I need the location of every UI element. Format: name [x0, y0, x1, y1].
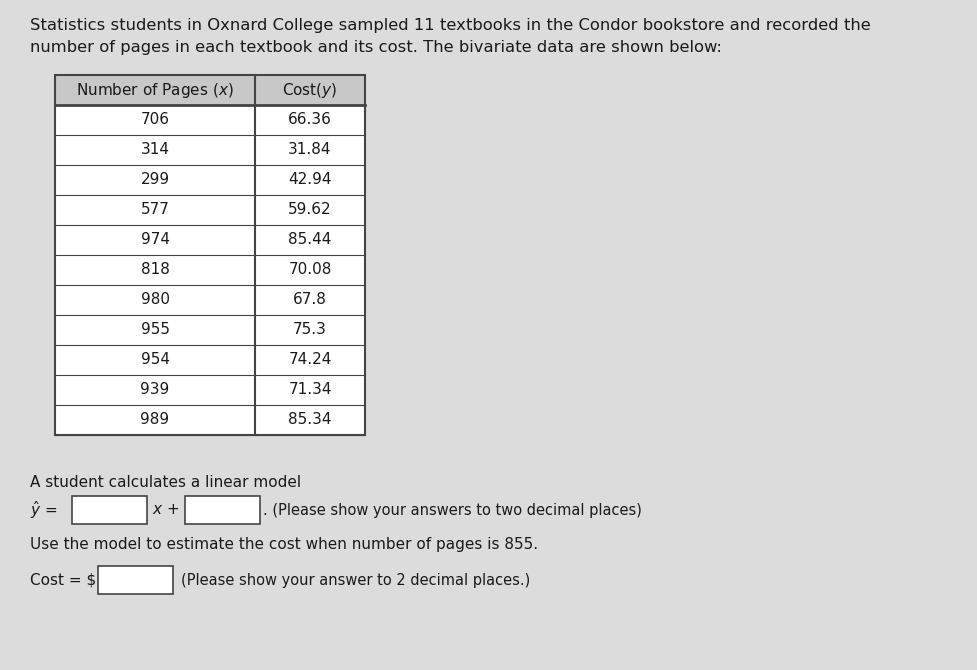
Text: 75.3: 75.3: [293, 322, 326, 338]
Text: A student calculates a linear model: A student calculates a linear model: [30, 475, 301, 490]
Text: 299: 299: [141, 172, 169, 188]
Text: 85.44: 85.44: [288, 232, 331, 247]
Bar: [55, 165, 364, 195]
Bar: [55, 315, 364, 345]
Text: 818: 818: [141, 263, 169, 277]
Text: 74.24: 74.24: [288, 352, 331, 368]
Text: 67.8: 67.8: [293, 293, 326, 308]
Text: . (Please show your answers to two decimal places): . (Please show your answers to two decim…: [263, 502, 641, 517]
Text: 939: 939: [141, 383, 169, 397]
Text: 974: 974: [141, 232, 169, 247]
Bar: [55, 345, 364, 375]
Bar: [55, 255, 364, 285]
Text: 314: 314: [141, 143, 169, 157]
Text: 980: 980: [141, 293, 169, 308]
Text: (Please show your answer to 2 decimal places.): (Please show your answer to 2 decimal pl…: [181, 572, 530, 588]
Text: Cost($y$): Cost($y$): [282, 80, 337, 100]
Text: 577: 577: [141, 202, 169, 218]
Bar: [55, 375, 364, 405]
Text: 85.34: 85.34: [288, 413, 331, 427]
Text: 989: 989: [141, 413, 169, 427]
Bar: [55, 75, 364, 435]
Bar: [55, 105, 364, 135]
Text: 66.36: 66.36: [288, 113, 331, 127]
Text: 954: 954: [141, 352, 169, 368]
Bar: [98, 566, 173, 594]
Text: $\hat{y}$ =: $\hat{y}$ =: [30, 499, 58, 521]
Bar: [55, 195, 364, 225]
Bar: [55, 285, 364, 315]
Text: Cost = $: Cost = $: [30, 572, 96, 588]
Text: 955: 955: [141, 322, 169, 338]
Text: $x$ +: $x$ +: [151, 502, 179, 517]
Bar: [185, 496, 260, 524]
Text: Number of Pages ($x$): Number of Pages ($x$): [76, 80, 234, 100]
Text: Use the model to estimate the cost when number of pages is 855.: Use the model to estimate the cost when …: [30, 537, 537, 553]
Text: 71.34: 71.34: [288, 383, 331, 397]
Bar: [55, 75, 364, 105]
Text: 70.08: 70.08: [288, 263, 331, 277]
Text: 31.84: 31.84: [288, 143, 331, 157]
Text: Statistics students in Oxnard College sampled 11 textbooks in the Condor booksto: Statistics students in Oxnard College sa…: [30, 18, 870, 33]
Text: 706: 706: [141, 113, 169, 127]
Bar: [55, 225, 364, 255]
Bar: [55, 135, 364, 165]
Bar: [72, 496, 147, 524]
Text: 42.94: 42.94: [288, 172, 331, 188]
Text: 59.62: 59.62: [288, 202, 331, 218]
Text: number of pages in each textbook and its cost. The bivariate data are shown belo: number of pages in each textbook and its…: [30, 40, 721, 55]
Bar: [55, 405, 364, 435]
